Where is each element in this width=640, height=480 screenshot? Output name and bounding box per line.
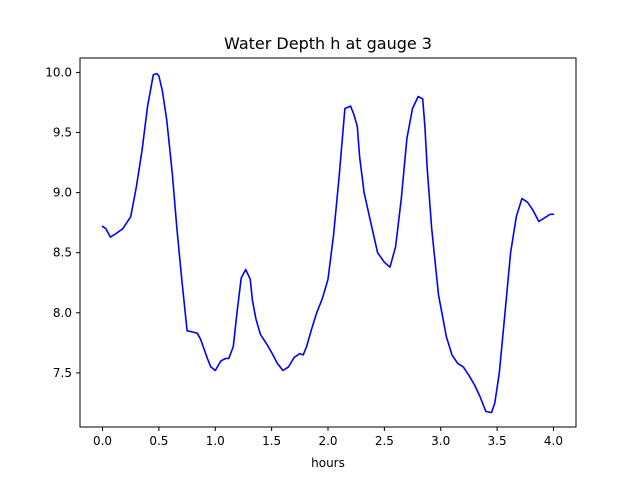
- y-tick-label: 8.0: [53, 306, 72, 320]
- x-tick-label: 3.0: [431, 434, 450, 448]
- x-tick-label: 0.5: [149, 434, 168, 448]
- y-tick-label: 10.0: [45, 65, 72, 79]
- x-tick-label: 2.0: [318, 434, 337, 448]
- y-tick-label: 8.5: [53, 246, 72, 260]
- x-tick-label: 2.5: [375, 434, 394, 448]
- x-tick-label: 0.0: [93, 434, 112, 448]
- x-axis-label: hours: [311, 456, 345, 470]
- x-axis: 0.0 0.5 1.0 1.5 2.0 2.5 3.0 3.5 4.0: [93, 427, 563, 448]
- series-layer: [101, 72, 555, 414]
- x-tick-label: 4.0: [544, 434, 563, 448]
- y-tick-label: 7.5: [53, 366, 72, 380]
- chart-title: Water Depth h at gauge 3: [224, 34, 432, 53]
- plot-area-frame: [79, 57, 577, 428]
- x-tick-label: 3.5: [488, 434, 507, 448]
- x-tick-label: 1.0: [206, 434, 225, 448]
- y-tick-label: 9.5: [53, 126, 72, 140]
- series-line: [101, 72, 555, 414]
- y-axis: 7.5 8.0 8.5 9.0 9.5 10.0: [45, 65, 80, 380]
- x-tick-label: 1.5: [262, 434, 281, 448]
- y-tick-label: 9.0: [53, 186, 72, 200]
